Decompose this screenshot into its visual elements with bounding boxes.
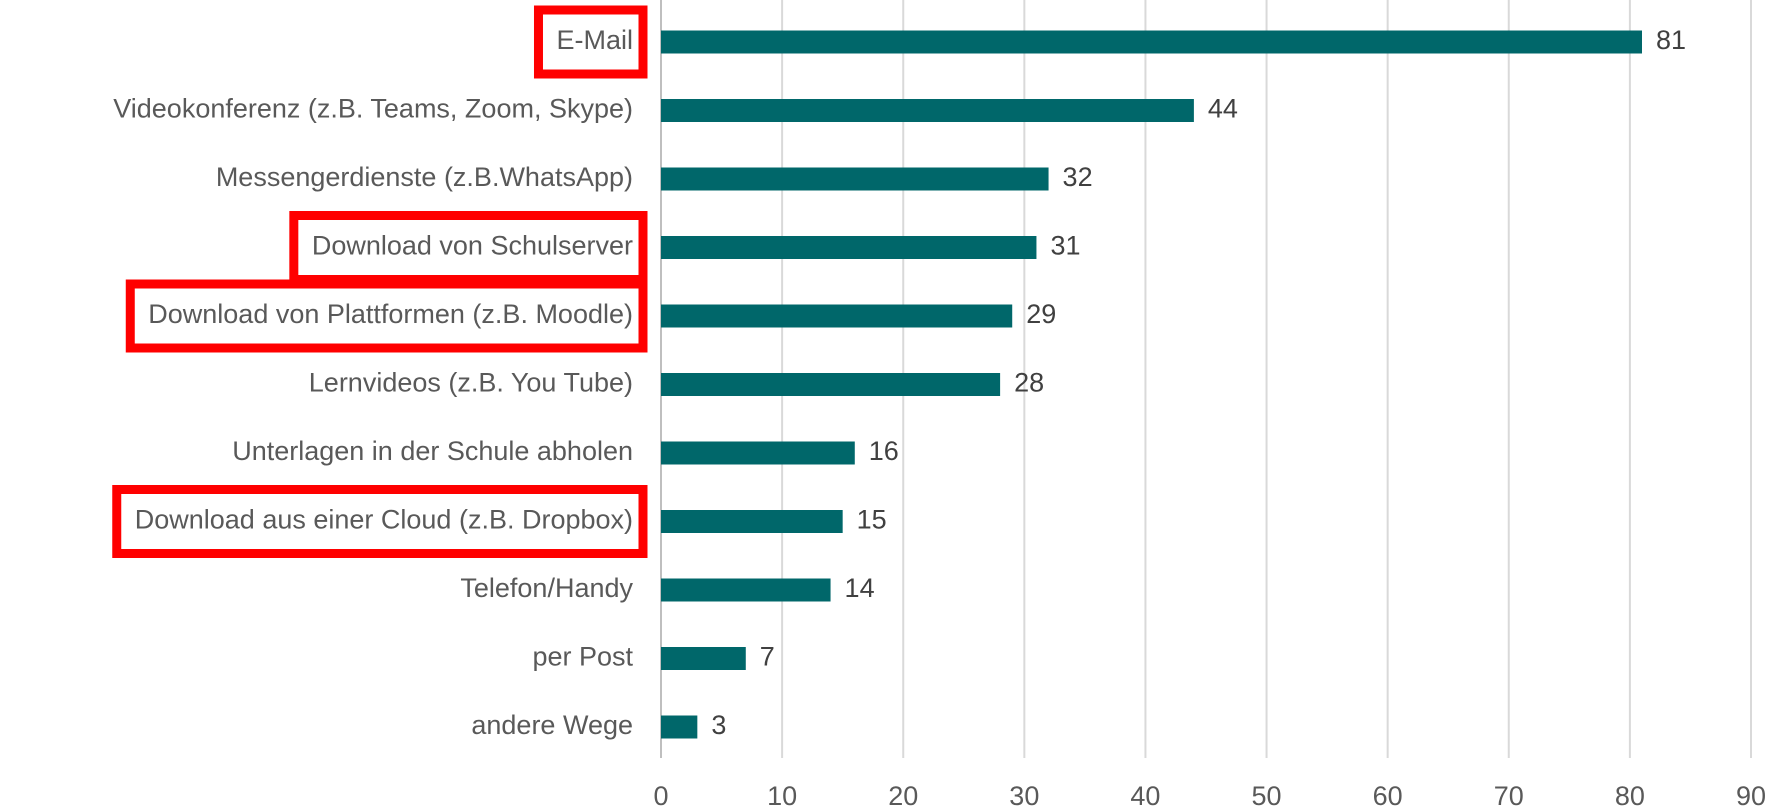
data-label: 32 xyxy=(1063,162,1093,192)
highlight-box xyxy=(112,485,648,558)
bar xyxy=(661,715,698,739)
bar xyxy=(661,647,746,670)
data-label: 81 xyxy=(1656,25,1686,55)
bar xyxy=(661,30,1642,54)
y-tick-label: Download von Schulserver xyxy=(312,231,633,261)
y-tick-label: Download aus einer Cloud (z.B. Dropbox) xyxy=(135,505,633,535)
data-label: 3 xyxy=(711,710,726,740)
data-label: 31 xyxy=(1050,231,1080,261)
x-tick-label: 30 xyxy=(1009,781,1039,811)
bar xyxy=(661,510,843,533)
y-tick-label: andere Wege xyxy=(471,710,633,740)
data-label: 28 xyxy=(1014,368,1044,398)
x-tick-label: 10 xyxy=(767,781,797,811)
x-tick-label: 80 xyxy=(1615,781,1645,811)
data-label: 15 xyxy=(857,505,887,535)
data-label: 16 xyxy=(869,436,899,466)
y-tick-label: Unterlagen in der Schule abholen xyxy=(232,436,633,466)
y-tick-label: Messengerdienste (z.B.WhatsApp) xyxy=(216,162,633,192)
y-tick-label: Lernvideos (z.B. You Tube) xyxy=(309,368,633,398)
y-tick-label: E-Mail xyxy=(556,25,633,55)
x-tick-label: 50 xyxy=(1252,781,1282,811)
highlight-box xyxy=(533,5,648,79)
x-tick-label: 20 xyxy=(888,781,918,811)
bar xyxy=(661,578,831,602)
bar xyxy=(661,99,1194,122)
data-label: 44 xyxy=(1208,94,1238,124)
y-tick-label: Download von Plattformen (z.B. Moodle) xyxy=(148,299,633,329)
x-tick-label: 70 xyxy=(1494,781,1524,811)
data-label: 14 xyxy=(845,573,875,603)
highlight-box xyxy=(125,279,648,353)
data-label: 29 xyxy=(1026,299,1056,329)
bar xyxy=(661,373,1001,396)
x-tick-label: 60 xyxy=(1373,781,1403,811)
y-tick-label: Telefon/Handy xyxy=(460,573,633,603)
bar xyxy=(661,304,1013,328)
bar xyxy=(661,167,1049,191)
x-tick-label: 40 xyxy=(1130,781,1160,811)
data-label: 7 xyxy=(760,642,775,672)
y-tick-label: per Post xyxy=(532,642,633,672)
bar xyxy=(661,236,1037,259)
bar xyxy=(661,441,855,465)
x-tick-label: 90 xyxy=(1736,781,1766,811)
x-tick-label: 0 xyxy=(653,781,668,811)
y-tick-label: Videokonferenz (z.B. Teams, Zoom, Skype) xyxy=(113,94,633,124)
